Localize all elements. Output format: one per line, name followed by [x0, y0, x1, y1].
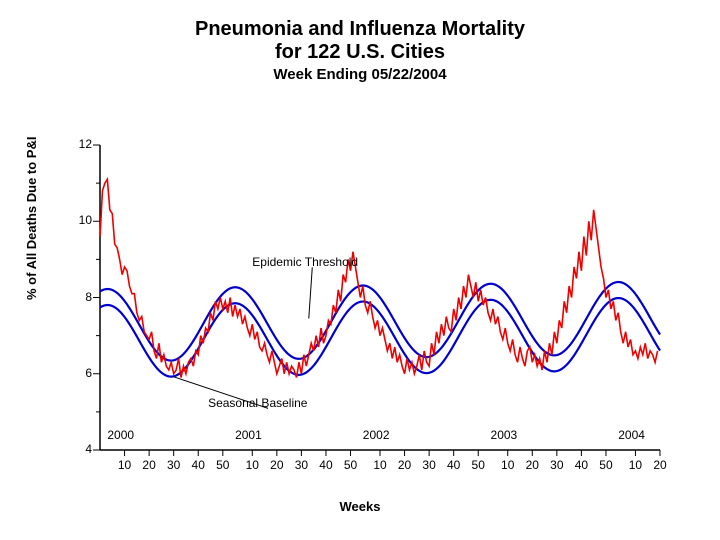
x-tick: 30: [162, 458, 186, 472]
x-tick: 40: [442, 458, 466, 472]
x-tick: 10: [368, 458, 392, 472]
x-tick: 10: [623, 458, 647, 472]
x-tick: 50: [466, 458, 490, 472]
chart-annotation: Seasonal Baseline: [208, 396, 307, 410]
y-tick: 8: [52, 290, 92, 304]
x-tick: 30: [417, 458, 441, 472]
year-label: 2002: [363, 428, 390, 442]
year-label: 2003: [491, 428, 518, 442]
x-tick: 20: [520, 458, 544, 472]
y-tick: 6: [52, 366, 92, 380]
x-tick: 20: [137, 458, 161, 472]
x-tick: 50: [211, 458, 235, 472]
y-tick: 10: [52, 213, 92, 227]
x-tick: 30: [545, 458, 569, 472]
x-tick: 30: [289, 458, 313, 472]
x-tick: 50: [594, 458, 618, 472]
x-tick: 10: [496, 458, 520, 472]
year-label: 2004: [618, 428, 645, 442]
x-tick: 10: [113, 458, 137, 472]
x-tick: 50: [339, 458, 363, 472]
x-tick: 20: [265, 458, 289, 472]
x-tick: 10: [240, 458, 264, 472]
x-tick: 20: [393, 458, 417, 472]
y-tick: 12: [52, 137, 92, 151]
x-tick: 20: [648, 458, 672, 472]
y-tick: 4: [52, 442, 92, 456]
x-tick: 40: [186, 458, 210, 472]
x-tick: 40: [569, 458, 593, 472]
year-label: 2000: [107, 428, 134, 442]
chart-annotation: Epidemic Threshold: [252, 255, 358, 269]
year-label: 2001: [235, 428, 262, 442]
x-tick: 40: [314, 458, 338, 472]
